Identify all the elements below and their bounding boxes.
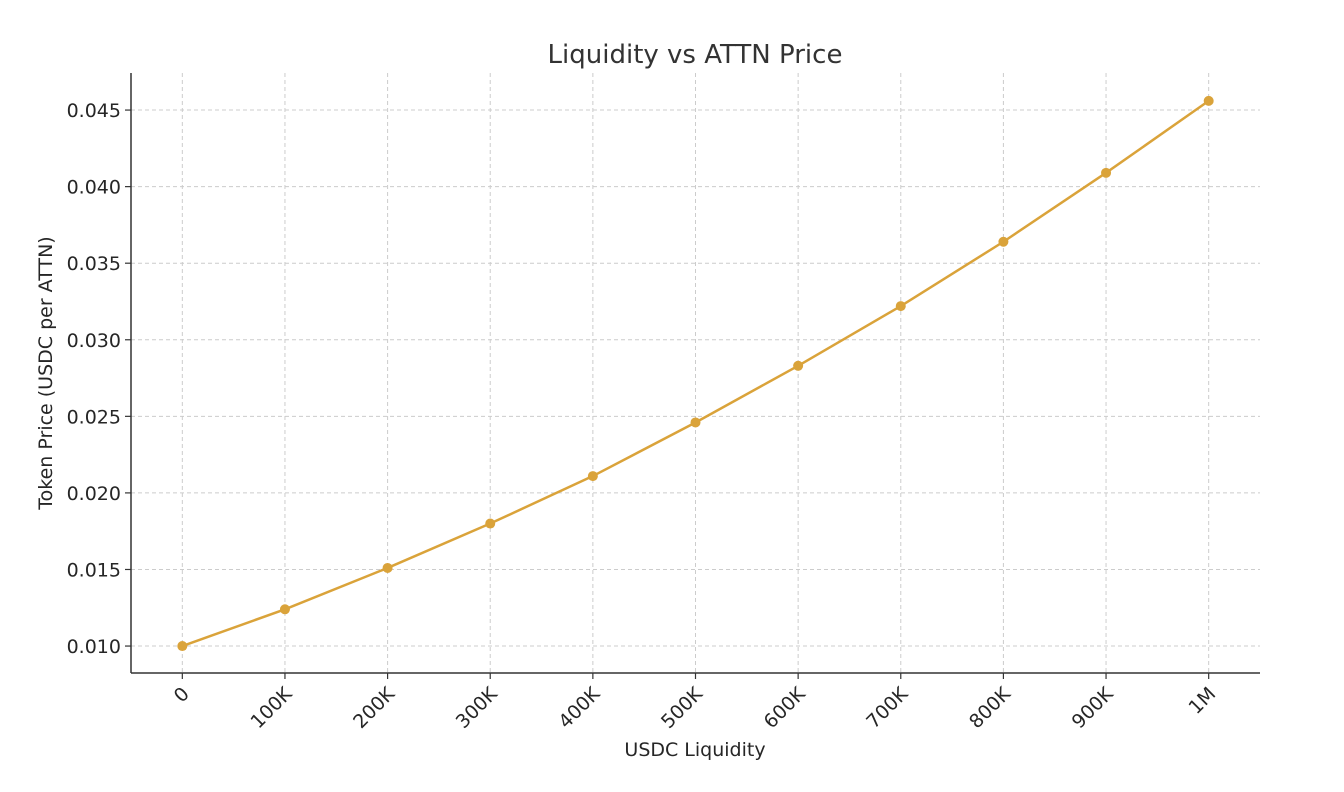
chart-title: Liquidity vs ATTN Price [548, 40, 843, 70]
data-point [895, 301, 906, 312]
data-point [998, 236, 1009, 247]
x-tick-label: 0 [170, 683, 194, 707]
x-tick-label: 1M [1185, 683, 1221, 719]
y-tick-label: 0.045 [67, 100, 121, 122]
grid [131, 73, 1260, 673]
data-point [279, 604, 290, 615]
data-point [1203, 95, 1214, 106]
data-point [793, 360, 804, 371]
y-tick-label: 0.015 [67, 559, 121, 581]
data-point [382, 562, 393, 573]
x-tick-label: 600K [760, 683, 810, 733]
x-tick-label: 400K [554, 683, 604, 733]
y-tick-label: 0.035 [67, 253, 121, 275]
y-axis-label: Token Price (USDC per ATTN) [35, 236, 57, 510]
x-axis-label: USDC Liquidity [624, 739, 765, 761]
data-point [177, 641, 188, 652]
series [177, 95, 1214, 652]
x-tick-label: 300K [452, 683, 502, 733]
x-tick-label: 100K [246, 683, 296, 733]
y-tick-label: 0.025 [67, 406, 121, 428]
y-tick-label: 0.030 [67, 330, 121, 352]
x-tick-label: 800K [965, 683, 1015, 733]
x-tick-label: 500K [657, 683, 707, 733]
y-tick-label: 0.020 [67, 483, 121, 505]
y-tick-label: 0.010 [67, 636, 121, 658]
axes: 0 100K 200K 300K 400K 500K 600K 700K 800K 900K 1M 0… [67, 73, 1260, 733]
data-point [485, 518, 496, 529]
y-tick-label: 0.040 [67, 177, 121, 199]
data-point [1101, 167, 1112, 178]
x-tick-label: 900K [1068, 683, 1118, 733]
data-point [587, 471, 598, 482]
x-tick-label: 200K [349, 683, 399, 733]
data-point [690, 417, 701, 428]
x-tick-label: 700K [862, 683, 912, 733]
